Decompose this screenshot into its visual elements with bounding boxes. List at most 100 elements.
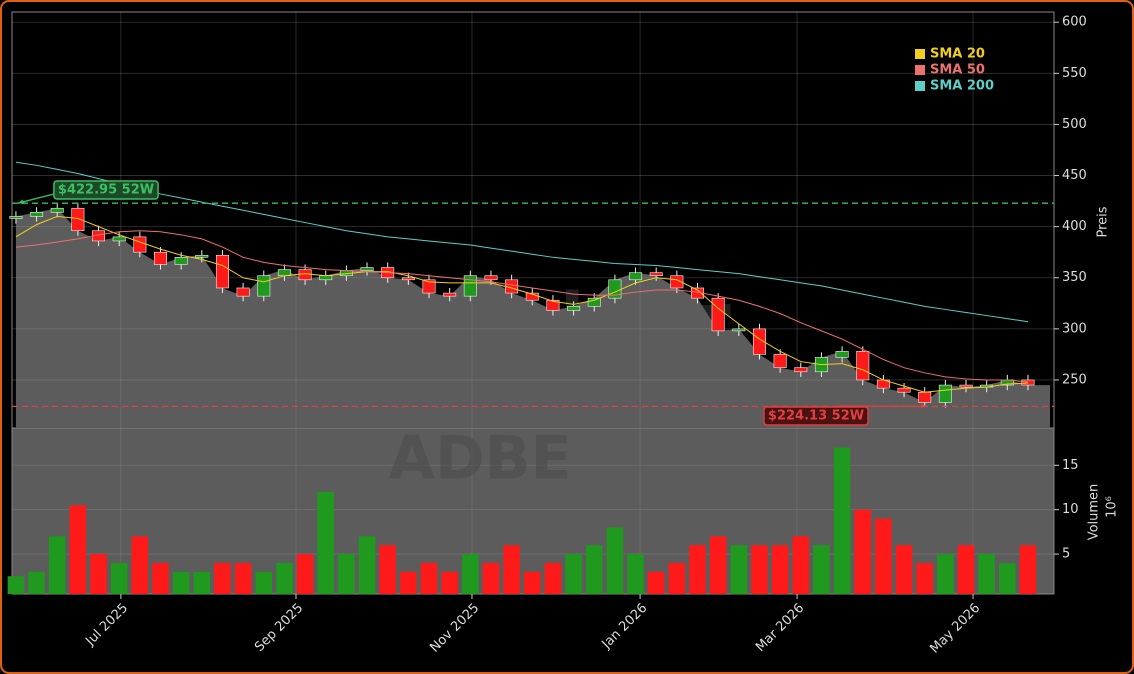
candle-body — [629, 272, 643, 281]
candle-body — [567, 306, 581, 311]
y-tick-label: 15 — [1062, 458, 1079, 473]
volume-bar — [833, 447, 851, 594]
volume-bar — [937, 554, 954, 594]
y-tick-label: 550 — [1062, 66, 1087, 81]
candle-body — [422, 279, 436, 294]
volume-bar — [792, 536, 810, 594]
volume-bar — [854, 509, 872, 594]
y-tick-label: 450 — [1062, 168, 1087, 183]
volume-bar — [7, 576, 25, 594]
volume-bar — [152, 562, 169, 594]
volume-bar — [689, 545, 706, 594]
candle-body — [794, 367, 808, 373]
sma-line — [15, 215, 1029, 393]
sma-line — [15, 230, 1029, 383]
y-tick-label: 5 — [1062, 547, 1070, 562]
candle-body — [463, 275, 477, 297]
candle-body — [257, 275, 271, 297]
watermark: ADBE — [389, 424, 572, 494]
volume-bar — [895, 545, 913, 594]
volume-bar — [565, 554, 582, 594]
volume-bar — [193, 571, 211, 594]
volume-bar — [338, 554, 355, 594]
volume-bar — [771, 545, 789, 594]
sma-line — [15, 161, 1029, 323]
volume-bar — [296, 554, 314, 594]
y-tick-label: 10 — [1062, 502, 1079, 517]
volume-unit: 10⁶ — [1105, 496, 1120, 518]
volume-bar — [379, 545, 396, 594]
candle-body — [133, 236, 147, 253]
candle-body — [154, 251, 167, 265]
plot-layer: forexsignale.tr2503003504004505005506005… — [7, 12, 1120, 657]
volume-bar — [48, 536, 66, 594]
volume-bar — [813, 545, 830, 594]
volume-bar — [69, 505, 87, 594]
candle-body — [649, 272, 663, 277]
candle-body — [711, 297, 725, 332]
candle-body — [401, 277, 415, 281]
volume-bar — [441, 571, 458, 594]
legend-swatch — [915, 81, 925, 91]
volume-bar — [730, 545, 748, 594]
volume-bar — [131, 536, 149, 594]
volume-bar — [214, 562, 231, 594]
candle-body — [215, 254, 229, 289]
candle-body — [112, 236, 126, 242]
volume-bar — [1019, 545, 1037, 594]
volume-bar — [462, 554, 479, 594]
candle-body — [773, 354, 787, 368]
candle-body — [732, 328, 746, 332]
candle-body — [298, 269, 312, 281]
y-tick-label: 500 — [1062, 117, 1087, 132]
volume-bar — [317, 491, 334, 594]
volume-bar — [255, 571, 273, 594]
volume-bar — [110, 562, 128, 594]
level-arrow — [17, 193, 55, 204]
legend-swatch — [915, 65, 925, 75]
level-arrowhead — [921, 404, 927, 409]
volume-axis-label: Volumen — [1087, 484, 1102, 541]
candle-body — [443, 292, 457, 297]
candle-body — [236, 287, 250, 297]
candle-body — [484, 275, 498, 281]
candle-body — [959, 384, 973, 388]
legend-label: SMA 200 — [930, 79, 994, 94]
level-label: $224.13 52W — [768, 409, 864, 424]
volume-bar — [957, 545, 975, 594]
price-area — [15, 208, 1050, 428]
volume-bar — [544, 562, 562, 594]
volume-bar — [172, 571, 190, 594]
candle-body — [856, 351, 870, 381]
candle-body — [319, 275, 333, 281]
volume-bar — [420, 562, 438, 594]
candle-body — [835, 351, 849, 358]
legend-label: SMA 50 — [930, 63, 985, 78]
y-tick-label: 350 — [1062, 270, 1087, 285]
candle-body — [9, 216, 23, 219]
volume-bar — [90, 554, 107, 594]
candle-body — [918, 391, 932, 403]
volume-bar — [627, 554, 644, 594]
candle-body — [174, 257, 188, 265]
y-tick-label: 300 — [1062, 321, 1087, 336]
level-label-box — [763, 406, 869, 426]
volume-bar — [585, 545, 603, 594]
y-tick-label: 250 — [1062, 372, 1087, 387]
level-arrowhead — [17, 199, 24, 205]
candle-body — [1021, 379, 1035, 386]
volume-bar — [358, 536, 376, 594]
volume-bar — [524, 571, 541, 594]
volume-bar — [668, 562, 686, 594]
volume-bar — [400, 571, 417, 594]
candle-body — [587, 297, 601, 307]
volume-bar — [875, 518, 892, 594]
volume-bar — [647, 571, 665, 594]
candle-body — [71, 207, 85, 232]
volume-bar — [234, 562, 252, 594]
candle-body — [670, 275, 684, 289]
level-label-box — [53, 180, 159, 200]
candle-body — [360, 267, 374, 271]
volume-bar — [916, 562, 933, 594]
